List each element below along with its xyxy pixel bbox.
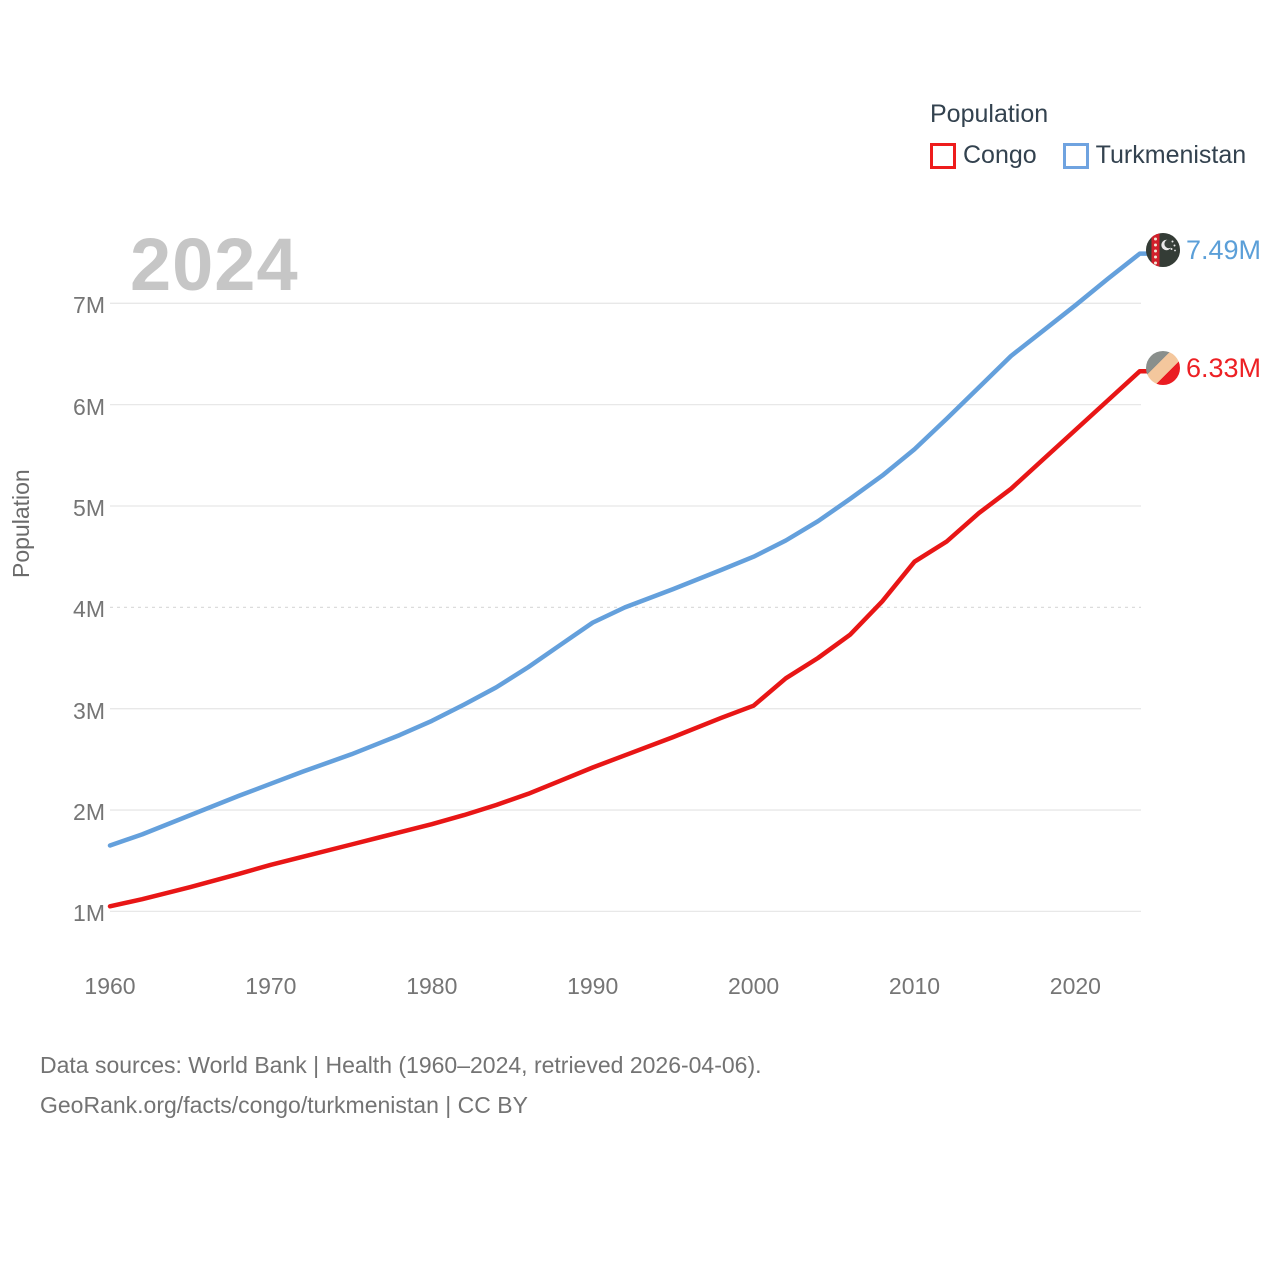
x-tick-2020: 2020 <box>1049 973 1101 999</box>
y-tick-1M: 1M <box>73 900 105 927</box>
y-tick-3M: 3M <box>73 697 105 724</box>
congo-end-value: 6.33M <box>1186 352 1262 383</box>
turkmenistan-end-label: 7.49M <box>1145 232 1261 268</box>
footer-line-2: GeoRank.org/facts/congo/turkmenistan | C… <box>40 1091 528 1118</box>
legend-item-congo[interactable]: Congo <box>930 141 1037 170</box>
turkmenistan-end-value: 7.49M <box>1186 234 1262 265</box>
y-tick-2M: 2M <box>73 799 105 826</box>
series-line-congo[interactable] <box>107 368 1150 909</box>
congo-swatch-icon <box>930 142 956 169</box>
x-tick-1960: 1960 <box>84 973 136 999</box>
y-tick-5M: 5M <box>73 495 105 521</box>
legend-item-turkmenistan[interactable]: Turkmenistan <box>1062 141 1247 170</box>
x-tick-1990: 1990 <box>567 973 619 999</box>
x-tick-1980: 1980 <box>406 973 458 999</box>
y-tick-6M: 6M <box>73 393 105 420</box>
legend-items: Congo Turkmenistan <box>930 141 1260 170</box>
x-tick-2000: 2000 <box>728 973 780 999</box>
x-tick-1970: 1970 <box>245 973 297 999</box>
y-tick-4M: 4M <box>73 596 105 623</box>
x-tick-2010: 2010 <box>888 973 941 999</box>
series-line-turkmenistan[interactable] <box>107 251 1150 848</box>
legend-label-turkmenistan: Turkmenistan <box>1095 141 1247 169</box>
congo-end-label: 6.33M <box>1145 350 1261 386</box>
congo-flag-icon <box>1146 351 1180 385</box>
chart-legend: Population Congo Turkmenistan <box>930 100 1260 170</box>
y-tick-7M: 7M <box>73 292 105 319</box>
data-source-footer: Data sources: World Bank | Health (1960–… <box>40 1046 762 1125</box>
legend-title: Population <box>930 100 1049 128</box>
turkmenistan-swatch-icon <box>1062 142 1089 169</box>
legend-label-congo: Congo <box>963 141 1037 169</box>
year-watermark: 2024 <box>130 223 299 306</box>
turkmenistan-flag-icon <box>1146 233 1180 267</box>
footer-line-1: Data sources: World Bank | Health (1960–… <box>40 1052 762 1078</box>
